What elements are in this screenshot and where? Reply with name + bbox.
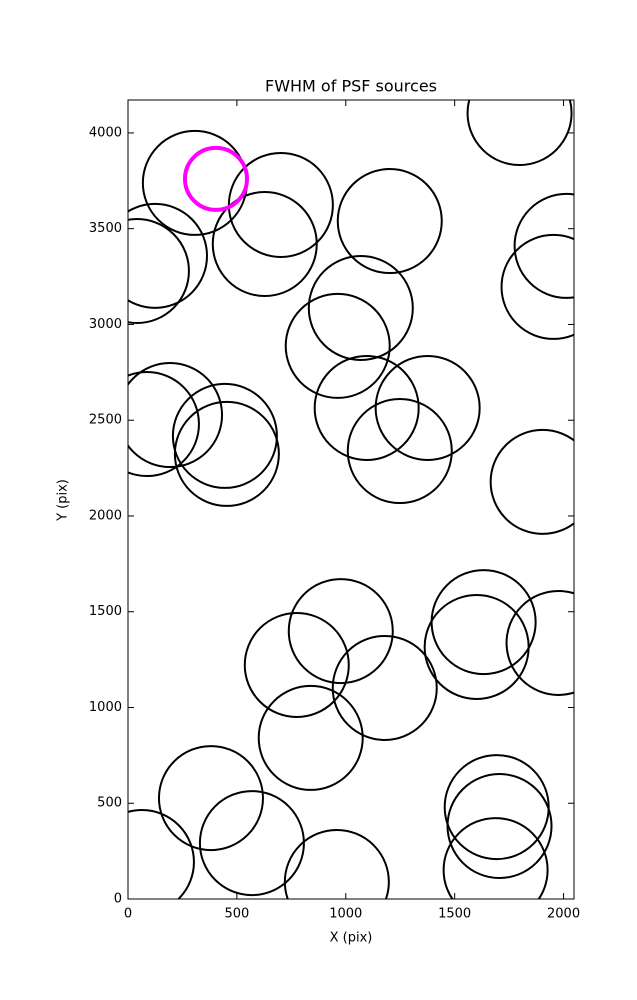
source-circle [489,428,574,535]
axes-frame [127,99,575,900]
source-circle [287,578,394,685]
x-tick-label: 1000 [329,907,362,922]
source-circle [128,809,195,899]
source-circle [128,218,190,325]
source-circle [227,151,334,258]
source-circle [307,254,414,361]
y-tick-label: 1500 [89,604,122,619]
source-circle [331,634,438,741]
y-tick-label: 1000 [89,700,122,715]
source-circle [513,192,574,299]
source-circle [283,828,390,899]
source-circle [157,745,264,852]
source-circle [243,611,350,718]
source-circle [257,684,364,791]
y-tick-label: 3000 [89,317,122,332]
source-circle [128,202,208,309]
x-tick-label: 0 [124,907,132,922]
source-circle [198,790,305,897]
source-circle [173,400,280,507]
source-circle [423,593,530,700]
source-circle [128,362,224,469]
source-circle [128,371,200,478]
y-tick-label: 2500 [89,413,122,428]
source-circle [284,292,391,399]
y-tick-label: 500 [97,796,122,811]
x-tick-label: 1500 [438,907,471,922]
source-circle [211,191,318,298]
y-tick-label: 4000 [89,125,122,140]
x-axis-label: X (pix) [330,931,373,946]
chart-title: FWHM of PSF sources [265,77,437,96]
source-circle [505,589,574,696]
source-circle [313,354,420,461]
y-tick-label: 3500 [89,221,122,236]
source-circle [171,382,278,489]
source-circle [336,168,443,275]
y-axis-label: Y (pix) [56,479,71,522]
source-circle [374,354,481,461]
x-tick-label: 500 [224,907,249,922]
source-circle [446,773,553,880]
source-circle [182,145,249,212]
y-tick-label: 2000 [89,508,122,523]
source-circle [442,817,549,899]
source-circle [466,100,573,167]
source-circle [500,233,574,340]
plot-area [128,100,574,899]
x-tick-label: 2000 [547,907,580,922]
y-tick-label: 0 [114,892,122,907]
source-circle [346,398,453,505]
